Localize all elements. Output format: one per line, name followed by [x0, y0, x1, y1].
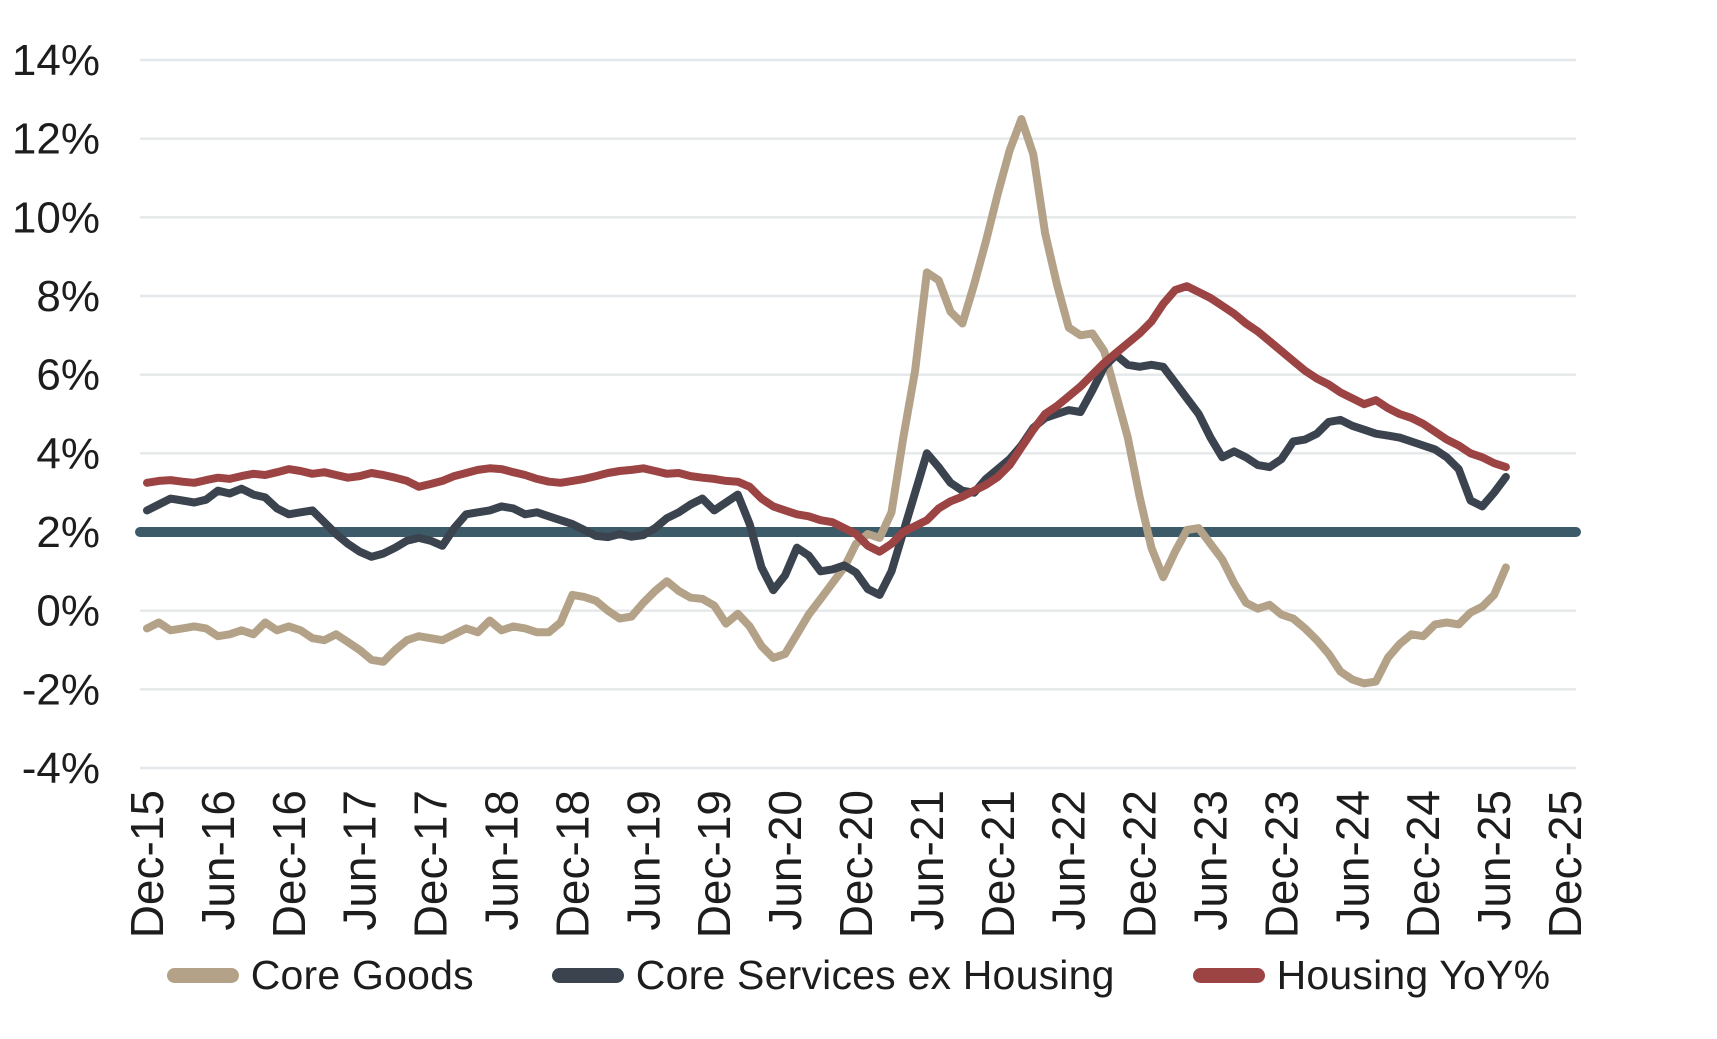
- x-axis-label: Dec-23: [1255, 790, 1307, 938]
- x-axis-label: Dec-17: [405, 790, 457, 938]
- core-goods-label: Core Goods: [250, 952, 474, 998]
- y-axis-label: 6%: [36, 351, 100, 400]
- y-axis-label: 8%: [36, 272, 100, 321]
- x-axis-label: Dec-20: [830, 790, 882, 938]
- y-axis-label: 10%: [12, 193, 100, 242]
- legend-item-core-services-ex-housing: Core Services ex Housing: [551, 952, 1115, 999]
- series-core-goods: [143, 115, 1510, 688]
- x-axis-label: Jun-25: [1468, 790, 1520, 931]
- core-goods-swatch: [166, 968, 239, 983]
- x-axis-label: Jun-23: [1185, 790, 1237, 931]
- x-axis-label: Dec-21: [972, 790, 1024, 938]
- x-axis-label: Dec-19: [688, 790, 740, 938]
- y-axis-label: 12%: [12, 115, 100, 164]
- x-axis-label: Jun-21: [901, 790, 953, 931]
- x-axis-label: Dec-22: [1114, 790, 1166, 938]
- x-axis-label: Jun-16: [192, 790, 244, 931]
- housing-yoy-label: Housing YoY%: [1276, 952, 1551, 998]
- legend-item-core-goods: Core Goods: [166, 952, 474, 999]
- x-axis-label: Dec-16: [263, 790, 315, 938]
- x-axis-label: Jun-20: [759, 790, 811, 931]
- y-axis-label: 0%: [36, 587, 100, 636]
- chart-canvas: 14% 12% 10% 8% 6% 4% 2% 0% -2% -4% Dec-15 Jun-16 Dec…: [12, 36, 1591, 938]
- y-axis-label: -4%: [22, 744, 100, 793]
- chart-legend: Core Goods Core Services ex Housing Hous…: [0, 952, 1717, 999]
- x-axis-label: Jun-18: [476, 790, 528, 931]
- core-services-ex-housing-label: Core Services ex Housing: [635, 952, 1115, 998]
- core-services-ex-housing-swatch: [551, 968, 624, 983]
- x-axis-label: Jun-22: [1043, 790, 1095, 931]
- x-axis-label: Jun-17: [334, 790, 386, 931]
- series-housing-yoy: [143, 282, 1510, 556]
- series-core-services-ex-housing: [143, 351, 1510, 599]
- y-axis-label: 14%: [12, 36, 100, 85]
- housing-yoy-swatch: [1192, 968, 1265, 983]
- x-axis-label: Dec-15: [121, 790, 173, 938]
- x-axis-label: Jun-19: [617, 790, 669, 931]
- x-axis-label: Jun-24: [1326, 790, 1378, 931]
- y-axis-label: 4%: [36, 429, 100, 478]
- x-axis-label: Dec-25: [1539, 790, 1591, 938]
- x-axis-label: Dec-18: [546, 790, 598, 938]
- y-axis-label: -2%: [22, 665, 100, 714]
- x-axis-label: Dec-24: [1397, 790, 1449, 938]
- legend-item-housing-yoy: Housing YoY%: [1192, 952, 1551, 999]
- y-axis-label: 2%: [36, 508, 100, 557]
